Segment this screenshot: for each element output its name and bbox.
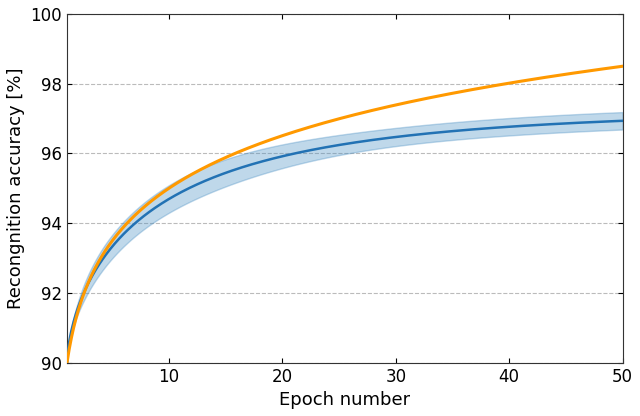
X-axis label: Epoch number: Epoch number [279,391,410,409]
Y-axis label: Recongnition accuracy [%]: Recongnition accuracy [%] [7,67,25,309]
